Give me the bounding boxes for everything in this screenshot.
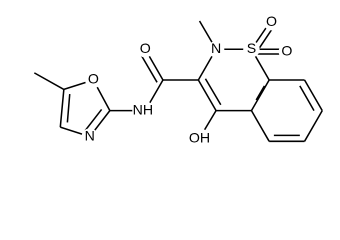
bonds bbox=[33, 20, 323, 143]
bond-double bbox=[66, 94, 71, 123]
atom-label: O bbox=[88, 72, 99, 88]
bond bbox=[197, 79, 217, 112]
atom-label: O bbox=[281, 43, 292, 59]
bond-methyl bbox=[33, 72, 65, 91]
atom-label: O bbox=[140, 41, 151, 57]
atom-label: N bbox=[211, 41, 221, 57]
atom-label: OH bbox=[189, 131, 210, 147]
atom-label: O bbox=[266, 14, 277, 30]
bond-double bbox=[255, 85, 266, 101]
bond-double bbox=[204, 78, 222, 106]
atom-label: S bbox=[247, 41, 256, 57]
atom-label: N bbox=[85, 128, 95, 144]
molecule-diagram: O N S O O NH O N OH bbox=[33, 13, 323, 150]
bond-double bbox=[84, 108, 103, 132]
bond bbox=[250, 79, 270, 112]
structure: O N S O O NH O N OH bbox=[33, 14, 323, 150]
bond-double bbox=[299, 85, 315, 112]
atom-labels: O N S O O NH O N OH bbox=[81, 14, 296, 150]
bond bbox=[250, 110, 270, 142]
bond-co bbox=[139, 53, 158, 83]
bond bbox=[303, 110, 323, 142]
bond bbox=[303, 79, 323, 112]
bond bbox=[59, 89, 65, 128]
atom-label: NH bbox=[133, 102, 153, 118]
